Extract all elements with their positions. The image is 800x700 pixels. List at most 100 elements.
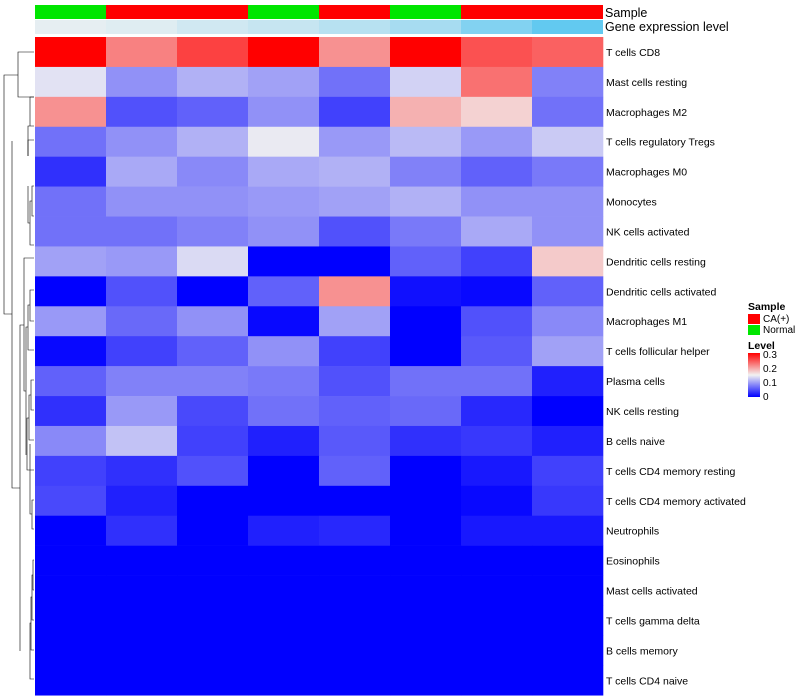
row-label: T cells CD4 memory activated [606,496,746,508]
heatmap-cell [319,156,391,187]
heatmap-cell [319,306,391,337]
heatmap-cell [390,156,462,187]
heatmap-cell [106,37,178,68]
heatmap-cell [319,336,391,367]
row-label: Mast cells resting [606,77,687,89]
row-label: Dendritic cells resting [606,256,706,268]
sample-annotation-cell [35,5,106,19]
heatmap-cell [248,575,320,606]
heatmap-cell [177,246,249,277]
heatmap-cell [390,485,462,517]
heatmap-cell [532,425,604,457]
heatmap-cell [35,396,107,427]
sample-annotation-cell [461,5,532,19]
legend-label: CA(+) [763,314,789,325]
row-label: B cells naive [606,436,665,448]
legend-level-tick: 0.3 [763,350,777,361]
row-label: NK cells resting [606,406,679,418]
heatmap-cell [177,186,249,217]
heatmap-cell [248,396,320,427]
gene-level-annotation-cell [532,20,603,34]
heatmap-cell [177,635,249,666]
row-label: T cells CD4 memory resting [606,466,735,478]
heatmap-cell [248,545,320,576]
legend-sample-items: CA(+)Normal [748,314,795,336]
heatmap-cell [319,366,391,397]
row-label: T cells gamma delta [606,615,700,627]
heatmap-cell [35,216,107,247]
heatmap-cell [248,37,320,68]
heatmap-cell [532,605,604,636]
heatmap-cell [35,605,107,636]
heatmap-cell [390,216,462,247]
heatmap-cell [461,396,533,427]
heatmap-cell [106,186,178,217]
row-label: Plasma cells [606,376,665,388]
heatmap-cell [35,66,107,98]
heatmap-cell [106,455,178,487]
legend-swatch [748,325,760,335]
heatmap-cell [106,635,178,666]
sample-annotation-cell [390,5,461,19]
sample-annotation-cell [106,5,177,19]
row-label: Macrophages M1 [606,316,687,328]
gene-expression-annotation-label: Gene expression level [605,20,729,34]
heatmap-cell [461,635,533,666]
heatmap-cell [532,156,604,187]
heatmap-cell [177,126,249,157]
heatmap-cell [35,37,107,68]
heatmap-cell [319,575,391,606]
heatmap-cell [177,336,249,367]
gene-level-annotation-cell [106,20,177,34]
heatmap-cell [532,485,604,517]
heatmap-cell [319,425,391,457]
heatmap-cell [35,635,107,666]
heatmap-cell [461,575,533,606]
heatmap-cell [248,186,320,217]
heatmap-cell [319,545,391,576]
heatmap-cell [35,156,107,187]
heatmap-cell [248,665,320,696]
heatmap-cell [532,366,604,397]
legend-level-tick: 0.1 [763,378,777,389]
heatmap-cell [106,366,178,397]
heatmap-cell [390,605,462,636]
heatmap-cell [35,126,107,157]
row-label: T cells regulatory Tregs [606,137,715,149]
heatmap-cell [390,37,462,68]
heatmap-cell [461,515,533,546]
heatmap-cell [390,545,462,576]
heatmap-cell [35,485,107,517]
heatmap-cell [35,246,107,277]
heatmap-cell [177,515,249,546]
heatmap-cell [319,246,391,277]
heatmap-cell [248,455,320,487]
row-label: T cells CD4 naive [606,675,688,687]
legend-level-tick: 0.2 [763,364,777,375]
heatmap-cell [461,96,533,128]
heatmap-cell [106,246,178,277]
heatmap-cell [319,485,391,517]
heatmap-cell [248,366,320,397]
heatmap-cell [248,246,320,277]
heatmap-cell [248,485,320,517]
heatmap-cell [319,605,391,636]
heatmap-cell [248,66,320,98]
heatmap-cell [461,665,533,696]
heatmap-cell [390,425,462,457]
heatmap-cell [532,126,604,157]
heatmap-cell [390,665,462,696]
heatmap-cell [106,276,178,307]
heatmap-cell [106,336,178,367]
heatmap-cell [532,96,604,128]
heatmap-cell [319,66,391,98]
heatmap-cell [532,455,604,487]
heatmap-cell [461,605,533,636]
gene-level-annotation-cell [461,20,532,34]
heatmap-cell [461,425,533,457]
heatmap-cell [319,396,391,427]
heatmap-cell [461,455,533,487]
heatmap-cell [177,485,249,517]
heatmap-cell [35,336,107,367]
